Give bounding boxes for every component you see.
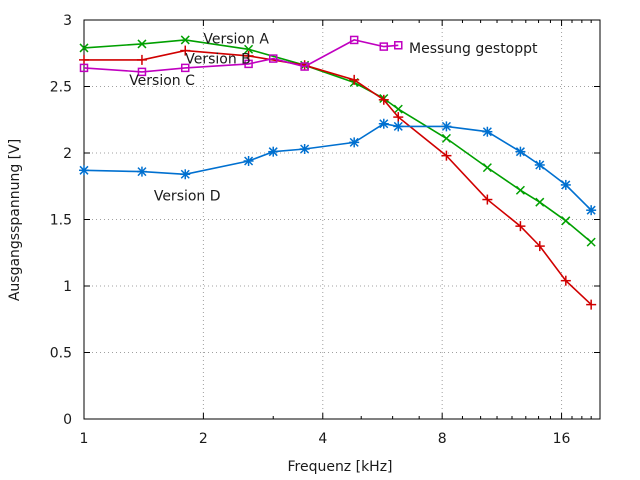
- x-tick-label: 1: [80, 431, 89, 447]
- data-point: [393, 104, 403, 114]
- series-version-c: [79, 35, 403, 77]
- data-point: [482, 163, 492, 173]
- series-version-a: [79, 35, 596, 247]
- annotations: Version A Version B Version C Version D Mess…: [129, 32, 538, 205]
- x-tick-label: 16: [553, 431, 571, 447]
- data-point: [379, 42, 389, 51]
- data-point: [586, 237, 596, 247]
- annotation-label-b: Version B: [185, 52, 251, 68]
- data-point: [394, 41, 403, 50]
- series-line-version-b: [84, 49, 592, 306]
- y-tick-label: 3: [63, 13, 72, 29]
- data-point: [561, 216, 571, 226]
- data-point: [79, 63, 89, 73]
- data-point: [244, 44, 254, 54]
- axis-ticks: 0 0.5 1 1.5 2 2.5 3 1 2 4 8 16: [50, 13, 600, 447]
- y-tick-label: 0.5: [50, 346, 72, 362]
- data-point: [79, 43, 89, 53]
- data-point: [180, 35, 190, 45]
- y-tick-label: 2: [63, 146, 72, 162]
- data-point: [244, 59, 253, 69]
- data-point: [349, 35, 359, 45]
- data-point: [535, 197, 545, 207]
- x-tick-label: 4: [318, 431, 327, 447]
- y-tick-label: 1: [63, 279, 72, 295]
- y-tick-label: 2.5: [50, 80, 72, 96]
- y-tick-label: 1.5: [50, 213, 72, 229]
- y-axis-label: Ausgangsspannung [V]: [7, 139, 23, 301]
- data-point: [137, 39, 147, 49]
- grid: [84, 20, 600, 419]
- series-version-b: [79, 45, 597, 310]
- data-point: [515, 185, 525, 195]
- series-group: [79, 35, 597, 310]
- data-point: [180, 63, 190, 73]
- y-tick-label: 0: [63, 412, 72, 428]
- annotation-label-c: Version C: [129, 73, 195, 89]
- x-tick-label: 8: [438, 431, 447, 447]
- data-point: [268, 54, 278, 63]
- x-tick-label: 2: [199, 431, 208, 447]
- annotation-label-d: Version D: [154, 189, 221, 205]
- data-point: [441, 133, 451, 143]
- annotation-label-a: Version A: [203, 32, 269, 48]
- series-line-version-c: [83, 39, 399, 73]
- data-point: [300, 62, 309, 71]
- x-axis-label: Frequenz [kHz]: [287, 459, 392, 475]
- series-line-version-a: [83, 39, 592, 243]
- annotation-label-stopped: Messung gestoppt: [409, 41, 538, 57]
- data-point: [137, 67, 147, 77]
- series-version-d: [79, 118, 597, 216]
